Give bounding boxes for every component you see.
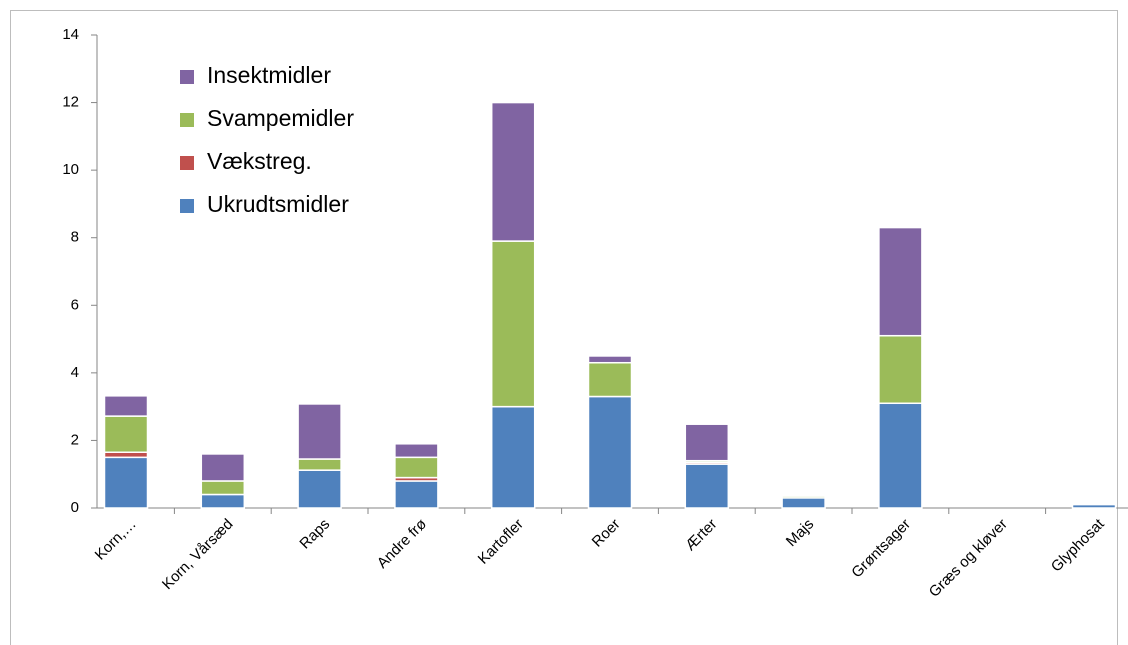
legend-swatch [180, 156, 194, 170]
y-tick-label: 0 [71, 499, 79, 516]
bar-segment [394, 443, 439, 459]
bar-segment [878, 334, 923, 405]
y-tick-label: 10 [62, 161, 79, 178]
bar-segment [200, 453, 246, 482]
bar-segment [587, 395, 633, 509]
bar-segment [781, 497, 826, 509]
bar-segment [490, 405, 536, 509]
y-tick-label: 12 [62, 94, 79, 111]
y-tick-label: 4 [71, 364, 79, 381]
bar-segment [781, 495, 826, 499]
bar-segment [490, 240, 536, 408]
bar-segment [394, 480, 439, 509]
legend-label: Ukrudtsmidler [207, 191, 349, 217]
y-tick-label: 14 [62, 26, 79, 43]
bar-segment [684, 463, 730, 509]
bar-segment [103, 415, 149, 454]
y-tick-label: 2 [71, 431, 79, 448]
bar-segment [878, 402, 923, 509]
bar-segment [200, 480, 246, 496]
legend-label: Insektmidler [207, 62, 331, 88]
bar-segment [878, 226, 923, 337]
bar-segment [394, 456, 439, 479]
bar-segment [587, 361, 633, 398]
legend-label: Vækstreg. [207, 148, 312, 174]
bar-segment [1071, 503, 1117, 509]
bar-segment [490, 101, 536, 242]
legend-swatch [180, 113, 194, 127]
bar-segment [297, 458, 342, 471]
bar-segment [587, 355, 633, 364]
legend-swatch [180, 70, 194, 84]
bar-segment [103, 395, 149, 417]
bar-segment [297, 403, 342, 460]
legend-label: Svampemidler [207, 105, 354, 131]
y-tick-label: 8 [71, 229, 79, 246]
bar-segment [103, 451, 149, 459]
bar-segment [103, 456, 149, 509]
legend-swatch [180, 199, 194, 213]
bar-segment [297, 469, 342, 509]
bar-segment [684, 423, 730, 462]
legend: Insektmidler Svampemidler Vækstreg. Ukrudts… [180, 62, 354, 217]
bar-segment [200, 493, 246, 509]
y-tick-label: 6 [71, 296, 79, 313]
chart-frame [10, 10, 1118, 645]
